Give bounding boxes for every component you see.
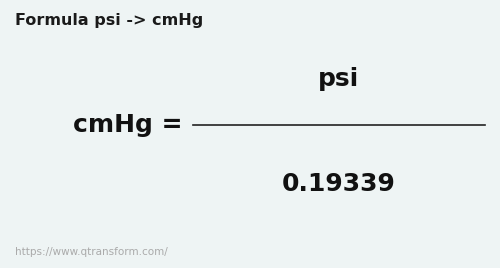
Text: Formula psi -> cmHg: Formula psi -> cmHg: [15, 13, 203, 28]
Text: cmHg =: cmHg =: [73, 113, 182, 137]
Text: https://www.qtransform.com/: https://www.qtransform.com/: [15, 247, 168, 257]
Text: 0.19339: 0.19339: [282, 172, 396, 196]
Text: psi: psi: [318, 67, 360, 91]
